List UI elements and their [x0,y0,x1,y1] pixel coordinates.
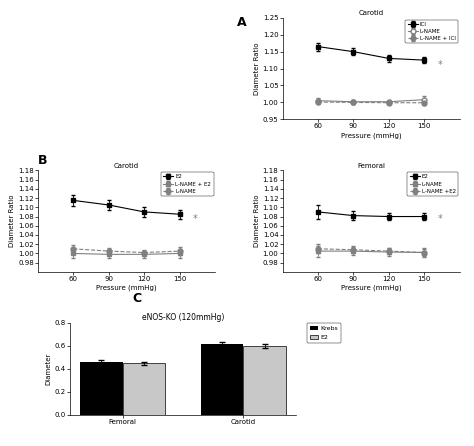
Y-axis label: Diameter: Diameter [46,353,52,385]
Title: Carotid: Carotid [359,10,384,16]
Legend: Krebs, E2: Krebs, E2 [307,323,341,343]
Text: *: * [438,214,442,224]
Text: C: C [133,292,142,305]
X-axis label: Pressure (mmHg): Pressure (mmHg) [341,132,401,139]
Text: *: * [193,214,198,224]
Text: *: * [438,60,442,70]
Title: Carotid: Carotid [114,163,139,169]
Legend: E2, L-NAME + E2, L-NAME: E2, L-NAME + E2, L-NAME [161,172,213,196]
Legend: E2, L-NAME, L-NAME +E2: E2, L-NAME, L-NAME +E2 [407,172,458,196]
Title: eNOS-KO (120mmHg): eNOS-KO (120mmHg) [142,313,224,322]
Y-axis label: Diameter Ratio: Diameter Ratio [254,42,260,95]
X-axis label: Pressure (mmHg): Pressure (mmHg) [96,285,157,291]
Title: Femoral: Femoral [357,163,385,169]
Bar [201,344,243,415]
Legend: ICI, L-NAME, L-NAME + ICI: ICI, L-NAME, L-NAME + ICI [405,20,458,43]
Bar [80,362,122,415]
Text: B: B [38,154,47,167]
Y-axis label: Diameter Ratio: Diameter Ratio [9,195,15,248]
Text: A: A [237,16,246,29]
Bar [243,346,286,415]
Bar [122,363,165,415]
X-axis label: Pressure (mmHg): Pressure (mmHg) [341,285,401,291]
Y-axis label: Diameter Ratio: Diameter Ratio [254,195,260,248]
